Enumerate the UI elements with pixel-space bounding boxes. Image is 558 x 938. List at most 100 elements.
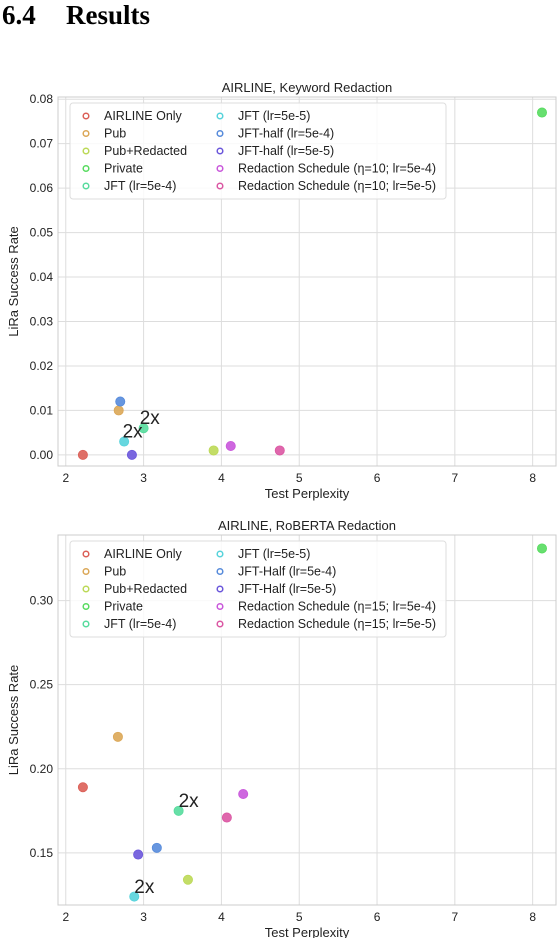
y-tick-label: 0.30 [30,594,54,608]
plot-frame [57,534,557,906]
legend-label: Redaction Schedule (η=10; lr=5e-5) [238,179,436,193]
section-title: Results [66,0,151,30]
y-tick-label: 0.08 [30,92,54,106]
x-tick-label: 8 [529,471,536,485]
x-tick-label: 3 [140,471,147,485]
legend-label: JFT (lr=5e-5) [238,109,310,123]
legend-marker [216,164,224,173]
legend-label: Pub+Redacted [104,582,187,596]
legend-label: Redaction Schedule (η=15; lr=5e-5) [238,617,436,631]
legend-marker [82,620,90,628]
x-tick-label: 4 [218,910,225,924]
point-annotation: 2x [140,408,161,429]
legend-marker [82,147,90,155]
legend-marker [216,147,224,155]
legend-box [69,540,447,638]
legend-marker [216,620,224,628]
legend-item: AIRLINE Only [82,109,183,123]
x-tick-label: 4 [218,471,225,485]
legend-marker [216,567,224,576]
chart-title: AIRLINE, RoBERTA Redaction [218,518,396,533]
data-point [126,449,137,460]
data-point [113,405,124,416]
data-point [238,789,249,800]
y-tick-label: 0.00 [30,448,54,462]
legend-item: Private [82,600,143,614]
data-point [77,449,88,460]
data-point [112,731,123,742]
data-point [274,445,285,456]
legend-marker [82,602,90,611]
legend-marker [82,164,90,173]
legend-label: JFT (lr=5e-5) [238,547,310,561]
data-point [182,874,193,885]
chart-2: 2 3 4 5 6 7 8 0.15 0.20 0.25 0.30 Test Perplexity Li… [6,518,557,938]
legend-item: JFT-Half (lr=5e-4) [216,565,336,579]
point-annotation: 2x [123,421,144,442]
legend-item: AIRLINE Only [82,547,183,561]
plot-frame [57,96,557,467]
data-point [536,543,547,554]
legend-marker [82,550,90,558]
legend-label: JFT-Half (lr=5e-4) [238,565,336,579]
point-annotation: 2x [179,791,200,812]
legend-item: Redaction Schedule (η=10; lr=5e-4) [216,162,436,176]
section-number: 6.4 [2,0,36,30]
legend-label: JFT (lr=5e-4) [104,179,176,193]
legend-box [69,102,447,200]
legend-item: Pub+Redacted [82,582,187,596]
data-point [151,842,162,853]
y-tick-label: 0.05 [30,226,54,240]
data-point [536,107,547,118]
legend-label: Private [104,600,143,614]
x-tick-label: 6 [374,910,381,924]
legend-label: AIRLINE Only [104,109,183,123]
chart-title: AIRLINE, Keyword Redaction [222,80,393,95]
data-point [208,445,219,456]
legend-item: Redaction Schedule (η=15; lr=5e-5) [216,617,436,631]
legend-marker [82,585,90,593]
legend-label: Pub+Redacted [104,144,187,158]
x-tick-label: 2 [62,910,69,924]
legend-label: JFT (lr=5e-4) [104,617,176,631]
legend-item: JFT (lr=5e-5) [216,547,310,561]
legend-marker [82,129,90,138]
legend-item: JFT-half (lr=5e-4) [216,127,334,141]
legend-marker [216,129,224,138]
legend-marker [216,550,224,558]
y-tick-label: 0.25 [30,678,54,692]
legend-label: Pub [104,565,126,579]
legend-item: Redaction Schedule (η=10; lr=5e-5) [216,179,436,193]
x-axis-label: Test Perplexity [265,486,350,501]
legend-label: JFT-Half (lr=5e-5) [238,582,336,596]
x-tick-label: 8 [529,910,536,924]
legend-label: JFT-half (lr=5e-4) [238,127,334,141]
section-heading: 6.4 Results [2,0,150,31]
legend-marker [82,567,90,576]
legend-item: Redaction Schedule (η=15; lr=5e-4) [216,600,436,614]
x-tick-label: 5 [296,471,303,485]
y-axis-label: LiRa Success Rate [6,226,21,337]
data-point [119,436,130,447]
x-tick-label: 2 [62,471,69,485]
legend-item: JFT (lr=5e-4) [82,179,176,193]
legend-marker [216,112,224,120]
x-tick-label: 7 [452,471,459,485]
data-point [77,782,88,793]
legend-label: AIRLINE Only [104,547,183,561]
legend-item: Pub [82,127,126,141]
point-annotation: 2x [134,877,155,898]
x-tick-label: 5 [296,910,303,924]
legend-item: Pub [82,565,126,579]
data-point [173,805,184,816]
data-point [129,891,140,902]
legend-marker [216,182,224,190]
data-point [138,423,149,434]
legend-label: Pub [104,127,126,141]
data-point [133,849,144,860]
y-tick-label: 0.01 [30,403,54,417]
legend-marker [216,602,224,611]
data-point [221,812,232,823]
legend-marker [82,112,90,120]
